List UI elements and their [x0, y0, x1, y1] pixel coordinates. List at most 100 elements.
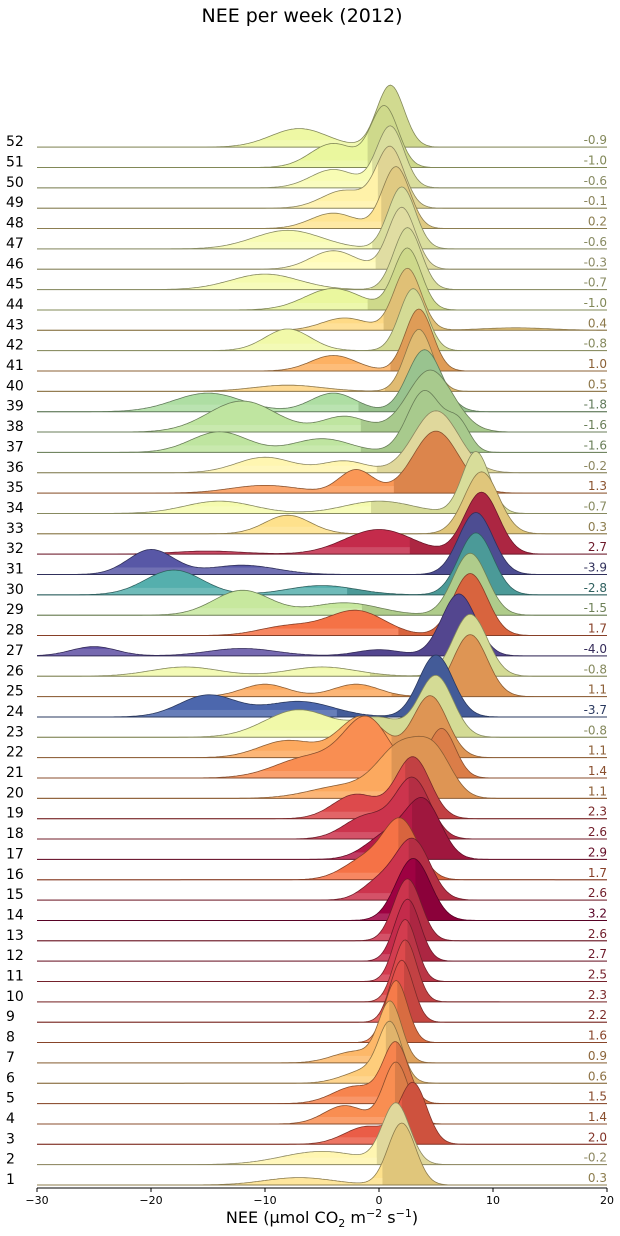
ridge-base-band	[37, 1157, 377, 1165]
ridge-area	[37, 858, 607, 921]
week-mean-label: -0.2	[584, 1151, 607, 1165]
ridge-base-band	[37, 1116, 395, 1124]
ridge-base-band	[37, 974, 408, 982]
week-label: 20	[6, 785, 24, 801]
ridge-week-6: 6 0.6	[6, 1020, 607, 1086]
week-label: 16	[6, 867, 24, 883]
ridge-area	[37, 675, 607, 738]
ridge-mean-shade	[397, 980, 607, 1043]
x-tick-label: −20	[139, 1194, 162, 1207]
ridge-base-band	[37, 140, 369, 148]
x-axis-label-part: −1	[396, 1207, 412, 1220]
x-tick-label: 10	[486, 1194, 500, 1207]
ridge-week-30: 30 -2.8	[6, 532, 607, 598]
week-mean-label: -0.7	[584, 499, 607, 513]
ridge-outline	[37, 613, 607, 677]
week-mean-label: 0.3	[588, 520, 607, 534]
ridge-base-band	[37, 567, 335, 575]
week-label: 26	[6, 663, 24, 679]
week-mean-label: 1.1	[588, 784, 607, 798]
week-mean-label: 2.6	[588, 886, 607, 900]
week-label: 5	[6, 1091, 15, 1107]
x-axis-label-part: 2	[338, 1217, 345, 1230]
week-label: 22	[6, 745, 24, 761]
week-label: 28	[6, 623, 24, 639]
ridge-week-47: 47 -0.6	[6, 186, 607, 252]
ridge-outline	[37, 796, 607, 860]
ridge-base-band	[37, 221, 382, 229]
week-label: 36	[6, 460, 24, 476]
x-axis-label-part: −2	[366, 1207, 382, 1220]
ridge-base-band	[37, 486, 394, 494]
week-mean-label: 2.7	[588, 540, 607, 554]
ridge-outline	[37, 837, 607, 901]
ridge-base-band	[37, 547, 410, 555]
ridge-outline	[37, 1000, 607, 1064]
ridge-outline	[37, 776, 607, 840]
week-mean-label: 2.2	[588, 1008, 607, 1022]
ridge-area	[37, 716, 607, 778]
week-mean-label: -0.9	[584, 133, 607, 147]
week-label: 4	[6, 1111, 15, 1127]
ridge-week-29: 29 -1.5	[6, 552, 607, 618]
ridge-base-band	[37, 1076, 386, 1084]
ridge-week-35: 35 1.3	[6, 430, 607, 496]
ridge-base-band	[37, 201, 378, 209]
week-mean-label: 2.6	[588, 927, 607, 941]
ridge-base-band	[37, 425, 361, 433]
ridge-week-39: 39 -1.8	[6, 349, 607, 415]
ridge-week-48: 48 0.2	[6, 166, 607, 232]
ridge-week-12: 12 2.7	[6, 898, 607, 964]
ridge-area	[37, 817, 607, 880]
ridge-outline	[37, 858, 607, 921]
ridge-outline	[37, 1081, 607, 1145]
ridge-outline	[37, 1020, 607, 1084]
week-label: 17	[6, 846, 24, 862]
week-mean-label: -3.9	[584, 561, 607, 575]
x-axis-label-part: )	[412, 1208, 418, 1227]
ridge-area	[37, 309, 607, 371]
x-tick-label: −10	[253, 1194, 276, 1207]
week-label: 45	[6, 277, 24, 293]
week-label: 10	[6, 989, 24, 1005]
week-mean-label: -1.6	[584, 418, 607, 432]
ridge-outline	[37, 959, 607, 1023]
ridge-week-11: 11 2.5	[6, 919, 607, 985]
ridge-area	[37, 878, 607, 941]
week-mean-label: 1.4	[588, 764, 607, 778]
ridge-base-band	[37, 811, 406, 819]
ridge-base-band	[37, 302, 368, 310]
ridge-outline	[37, 817, 607, 881]
ridge-mean-shade	[415, 858, 607, 921]
ridge-week-9: 9 2.2	[6, 959, 607, 1025]
week-label: 30	[6, 582, 24, 598]
x-axis-label-part: NEE (μmol CO	[226, 1208, 338, 1227]
ridge-week-13: 13 2.6	[6, 878, 607, 944]
week-mean-label: 2.6	[588, 825, 607, 839]
week-mean-label: 1.1	[588, 683, 607, 697]
week-label: 37	[6, 439, 24, 455]
week-mean-label: -0.8	[584, 662, 607, 676]
ridge-week-10: 10 2.3	[6, 939, 607, 1005]
x-tick-label: 20	[600, 1194, 614, 1207]
week-label: 44	[6, 297, 24, 313]
ridge-week-2: 2 -0.2	[6, 1102, 607, 1168]
week-mean-label: 3.2	[588, 906, 607, 920]
ridge-week-34: 34 -0.7	[6, 450, 607, 516]
ridge-base-band	[37, 669, 370, 677]
ridge-base-band	[37, 465, 377, 473]
ridge-base-band	[37, 1015, 405, 1023]
week-label: 49	[6, 195, 24, 211]
ridge-area	[37, 1000, 607, 1063]
week-mean-label: -1.0	[584, 296, 607, 310]
ridge-week-17: 17 2.9	[6, 796, 607, 862]
week-mean-label: -1.5	[584, 601, 607, 615]
ridge-area	[37, 166, 607, 229]
x-axis-label-part: s	[382, 1208, 395, 1227]
ridge-base-band	[37, 709, 337, 717]
ridge-week-44: 44 -1.0	[6, 247, 607, 313]
ridge-week-15: 15 2.6	[6, 837, 607, 903]
ridge-area	[37, 980, 607, 1043]
week-mean-label: -0.1	[584, 194, 607, 208]
week-mean-label: -3.7	[584, 703, 607, 717]
